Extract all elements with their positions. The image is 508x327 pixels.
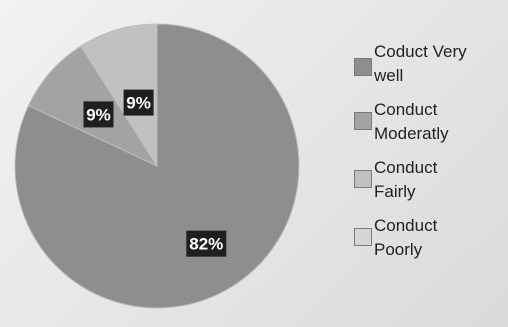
legend-label: Conduct Moderatly <box>374 100 449 143</box>
legend-swatch <box>354 58 372 76</box>
data-label-text: 9% <box>86 105 111 124</box>
legend-label: Conduct Fairly <box>374 158 438 201</box>
legend-swatch <box>354 112 372 130</box>
legend-item-fairly: Conduct Fairly <box>350 156 500 214</box>
legend-swatch <box>354 228 372 246</box>
legend-label: Conduct Poorly <box>374 216 438 259</box>
data-label-1: 9% <box>83 101 114 128</box>
data-label-box <box>123 89 154 116</box>
pie-slice-2 <box>80 23 158 168</box>
data-label-2: 9% <box>123 89 154 116</box>
data-label-box <box>83 101 114 128</box>
legend: Coduct Very well Conduct Moderatly Conduct… <box>350 40 500 272</box>
legend-item-very-well: Coduct Very well <box>350 40 500 98</box>
legend-swatch <box>354 170 372 188</box>
legend-item-poorly: Conduct Poorly <box>350 214 500 272</box>
data-label-box <box>186 230 227 257</box>
data-label-text: 82% <box>189 235 223 254</box>
legend-label: Coduct Very well <box>374 42 467 85</box>
data-label-text: 9% <box>126 94 151 113</box>
legend-item-moderately: Conduct Moderatly <box>350 98 500 156</box>
data-label-0: 82% <box>186 230 227 257</box>
